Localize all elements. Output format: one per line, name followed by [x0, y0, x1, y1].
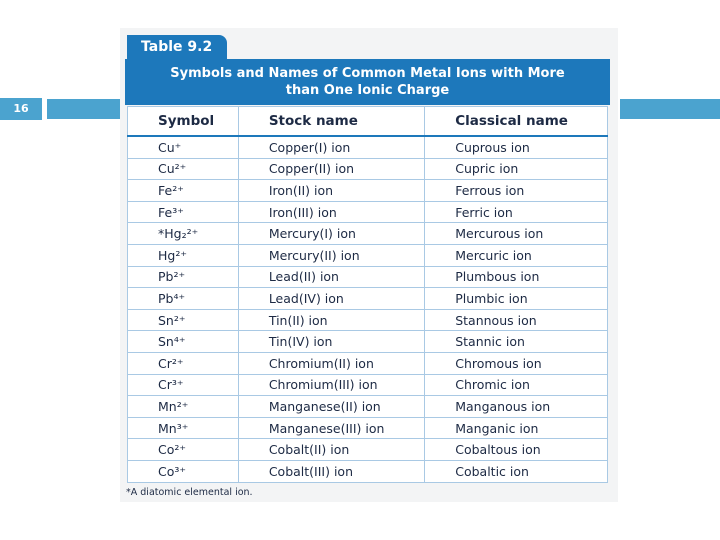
table-cell: Lead(II) ion	[237, 265, 426, 289]
table-cell: Cr³⁺	[127, 373, 239, 397]
table-cell: Copper(I) ion	[237, 135, 426, 159]
table-cell: Co²⁺	[127, 438, 239, 461]
table-row: Co³⁺ Cobalt(III) ion Cobaltic ion	[127, 459, 608, 483]
slide-number: 16	[0, 98, 42, 120]
ion-table: Symbol Stock name Classical name Cu⁺ Copper…	[127, 106, 608, 483]
table-cell: Pb⁴⁺	[127, 287, 239, 310]
table-row: Sn⁴⁺ Tin(IV) ion Stannic ion	[127, 330, 608, 353]
table-row: Cu⁺ Copper(I) ion Cuprous ion	[127, 135, 608, 159]
table-cell: Tin(II) ion	[237, 308, 426, 332]
column-header: Classical name	[424, 106, 608, 137]
table-cell: Ferrous ion	[424, 179, 608, 202]
table-cell: Cr²⁺	[127, 351, 239, 375]
table-body: Cu⁺ Copper(I) ion Cuprous ion Cu²⁺ Copper(II…	[127, 135, 608, 483]
table-cell: Cupric ion	[424, 157, 608, 181]
table-cell: Fe²⁺	[127, 179, 239, 202]
table-cell: Co³⁺	[127, 459, 239, 483]
table-cell: Stannic ion	[424, 330, 608, 353]
table-cell: Mn²⁺	[127, 395, 239, 418]
table-row: Mn³⁺ Manganese(III) ion Manganic ion	[127, 416, 608, 440]
table-cell: Lead(IV) ion	[237, 287, 426, 310]
table-cell: Hg²⁺	[127, 243, 239, 267]
table-cell: Cu⁺	[127, 135, 239, 159]
table-cell: Cobalt(II) ion	[237, 438, 426, 461]
table-row: Pb⁴⁺ Lead(IV) ion Plumbic ion	[127, 287, 608, 310]
table-row: Fe²⁺ Iron(II) ion Ferrous ion	[127, 179, 608, 202]
table-row: Sn²⁺ Tin(II) ion Stannous ion	[127, 308, 608, 332]
table-row: Mn²⁺ Manganese(II) ion Manganous ion	[127, 395, 608, 418]
table-cell: Tin(IV) ion	[237, 330, 426, 353]
table-cell: Chromium(III) ion	[237, 373, 426, 397]
column-header: Stock name	[237, 106, 426, 137]
table-cell: Copper(II) ion	[237, 157, 426, 181]
table-cell: Mercurous ion	[424, 222, 608, 245]
footnote: *A diatomic elemental ion.	[126, 487, 253, 498]
table-cell: Mercury(II) ion	[237, 243, 426, 267]
table-row: Cr²⁺ Chromium(II) ion Chromous ion	[127, 351, 608, 375]
table-cell: Cobaltic ion	[424, 459, 608, 483]
table-row: Fe³⁺ Iron(III) ion Ferric ion	[127, 200, 608, 224]
table-label: Table 9.2	[127, 35, 227, 59]
table-cell: Mercuric ion	[424, 243, 608, 267]
table-panel: Table 9.2 Symbols and Names of Common Me…	[120, 28, 618, 502]
table-cell: Ferric ion	[424, 200, 608, 224]
table-row: Hg²⁺ Mercury(II) ion Mercuric ion	[127, 243, 608, 267]
table-cell: Mn³⁺	[127, 416, 239, 440]
table-cell: Cobaltous ion	[424, 438, 608, 461]
table-cell: Cobalt(III) ion	[237, 459, 426, 483]
table-cell: Manganese(II) ion	[237, 395, 426, 418]
table-cell: Plumbic ion	[424, 287, 608, 310]
table-cell: Iron(II) ion	[237, 179, 426, 202]
table-cell: Manganese(III) ion	[237, 416, 426, 440]
table-caption: Symbols and Names of Common Metal Ions w…	[125, 59, 610, 105]
table-cell: *Hg₂²⁺	[127, 222, 239, 245]
table-cell: Plumbous ion	[424, 265, 608, 289]
table-cell: Chromium(II) ion	[237, 351, 426, 375]
table-cell: Pb²⁺	[127, 265, 239, 289]
table-cell: Sn²⁺	[127, 308, 239, 332]
table-cell: Chromous ion	[424, 351, 608, 375]
table-cell: Sn⁴⁺	[127, 330, 239, 353]
table-cell: Chromic ion	[424, 373, 608, 397]
table-row: Cu²⁺ Copper(II) ion Cupric ion	[127, 157, 608, 181]
column-header: Symbol	[127, 106, 239, 137]
table-cell: Cuprous ion	[424, 135, 608, 159]
table-cell: Iron(III) ion	[237, 200, 426, 224]
table-cell: Stannous ion	[424, 308, 608, 332]
header-bar	[620, 99, 720, 119]
table-row: Cr³⁺ Chromium(III) ion Chromic ion	[127, 373, 608, 397]
table-row: *Hg₂²⁺ Mercury(I) ion Mercurous ion	[127, 222, 608, 245]
table-cell: Cu²⁺	[127, 157, 239, 181]
table-cell: Fe³⁺	[127, 200, 239, 224]
table-row: Pb²⁺ Lead(II) ion Plumbous ion	[127, 265, 608, 289]
table-cell: Manganic ion	[424, 416, 608, 440]
table-row: Co²⁺ Cobalt(II) ion Cobaltous ion	[127, 438, 608, 461]
table-cell: Mercury(I) ion	[237, 222, 426, 245]
header-bar	[47, 99, 121, 119]
table-cell: Manganous ion	[424, 395, 608, 418]
header-row: Symbol Stock name Classical name	[127, 106, 608, 137]
